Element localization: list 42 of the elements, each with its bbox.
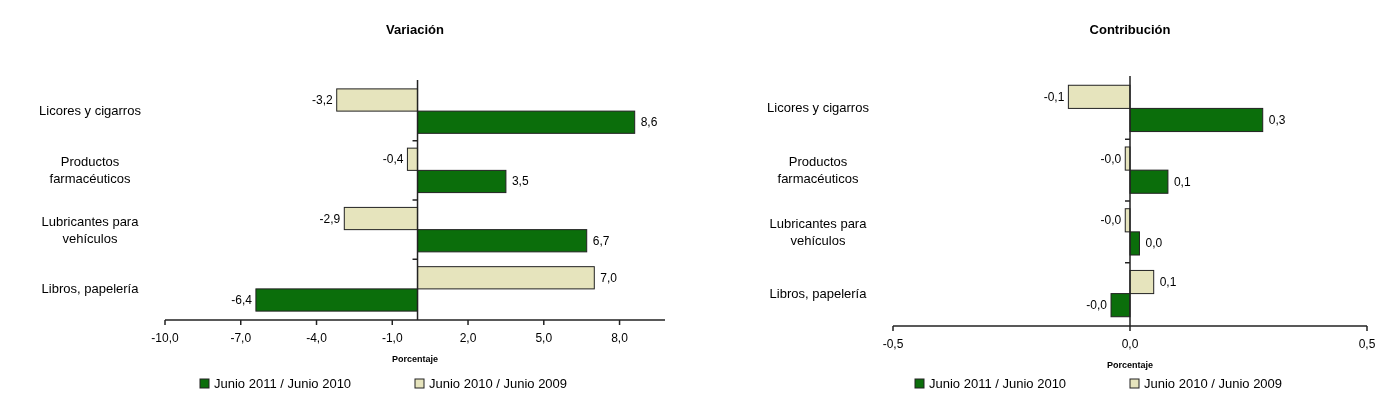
y-tick-label: Lubricantes para vehículos	[769, 215, 868, 248]
data-label: -0,1	[1043, 89, 1065, 104]
x-tick-label: -1,0	[381, 331, 403, 345]
y-tick-label: Libros, papelería	[41, 280, 140, 296]
x-tick-label: -7,0	[230, 331, 252, 345]
x-tick-label: -4,0	[306, 331, 328, 345]
chart-title: Variación	[386, 22, 444, 37]
y-tick-label: Licores y cigarros	[39, 103, 142, 119]
legend-label: Junio 2010 / Junio 2009	[1144, 376, 1283, 391]
x-tick-label: -0,5	[882, 337, 904, 351]
legend-label: Junio 2011 / Junio 2010	[929, 376, 1067, 391]
x-tick-label: 5,0	[535, 331, 553, 345]
x-tick-label: 0,5	[1358, 337, 1376, 351]
legend-label: Junio 2011 / Junio 2010	[214, 376, 352, 391]
x-axis-title: Porcentaje	[1106, 360, 1154, 370]
data-label: 0,1	[1173, 174, 1191, 189]
y-tick-label: Productos farmacéuticos	[49, 154, 131, 187]
y-tick-label: Libros, papelería	[769, 285, 868, 301]
x-tick-label: 8,0	[611, 331, 629, 345]
data-label: -6,4	[231, 293, 253, 307]
legend-label: Junio 2010 / Junio 2009	[429, 376, 568, 391]
x-axis-title: Porcentaje	[391, 354, 439, 364]
data-label: 0,3	[1268, 112, 1286, 127]
data-label: -0,0	[1086, 298, 1108, 313]
data-label: -0,0	[1100, 213, 1122, 228]
data-label: 3,5	[511, 174, 529, 189]
data-label: 7,0	[600, 270, 618, 285]
data-label: 0,1	[1159, 275, 1177, 290]
data-label: 6,7	[592, 233, 610, 248]
chart-title: Contribución	[1089, 22, 1171, 37]
data-label: 8,6	[640, 115, 658, 130]
data-label: 0,0	[1145, 236, 1163, 251]
y-tick-label: Lubricantes para vehículos	[41, 213, 140, 246]
y-tick-label: Productos farmacéuticos	[777, 154, 859, 187]
data-label: -2,9	[319, 211, 341, 226]
data-label: -0,4	[382, 152, 404, 167]
data-label: -0,0	[1100, 151, 1122, 166]
x-tick-label: 0,0	[1121, 337, 1139, 351]
y-tick-label: Licores y cigarros	[767, 100, 870, 116]
x-tick-label: 2,0	[459, 331, 477, 345]
data-label: -3,2	[312, 93, 334, 107]
x-tick-label: -10,0	[151, 331, 179, 345]
